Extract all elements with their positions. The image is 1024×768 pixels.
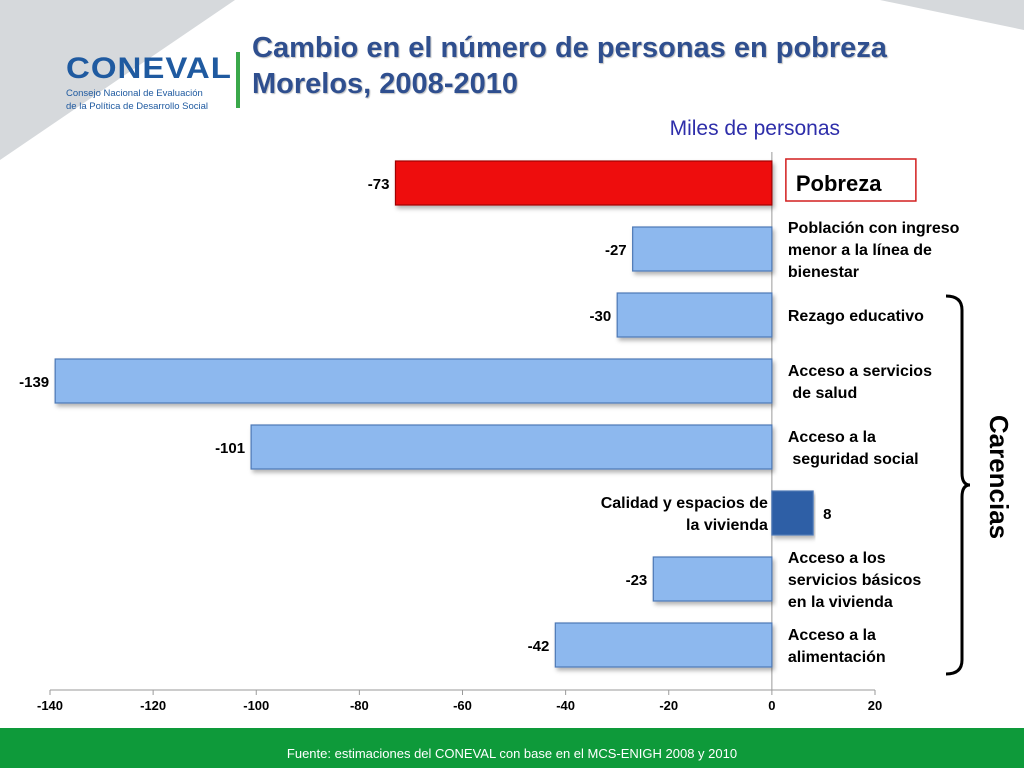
value-label-calidad-y-espacios-de-la-vivienda: 8	[823, 506, 831, 523]
category-label-rezago-educativo: Rezago educativo	[788, 308, 924, 325]
bar-poblacion-con-ingreso-menor-a-la-linea-de-bienestar	[632, 226, 773, 272]
highlight-label-box	[785, 158, 917, 202]
x-tick-label: -140	[37, 698, 63, 713]
bar-chart: -73 Pobreza -27 Población con ingreso menor …	[19, 152, 1014, 713]
bar-acceso-a-servicios-de-salud	[54, 358, 773, 404]
carencias-bracket	[945, 294, 971, 676]
bar-acceso-a-la-alimentacion	[554, 622, 773, 668]
value-label-acceso-a-la-alimentacion: -42	[528, 638, 550, 655]
category-label-acceso-a-los-servicios-basicos-en-la-vivienda: Acceso a los servicios básicos en la vivie…	[788, 550, 922, 611]
category-label-acceso-a-la-seguridad-social: Acceso a la seguridad social	[788, 429, 919, 468]
footer-source: Fuente: estimaciones del CONEVAL con bas…	[286, 746, 738, 761]
page-title: Cambio en el número de personas en pobre…	[252, 30, 887, 102]
category-label-calidad-y-espacios-de-la-vivienda: Calidad y espacios de la vivienda	[601, 495, 768, 534]
logo-subtitle-line2: de la Política de Desarrollo Social	[66, 101, 209, 112]
logo-divider	[236, 52, 240, 108]
coneval-logo: CONEVAL Consejo Nacional de Evaluación d…	[66, 50, 231, 112]
x-tick-label: -40	[556, 698, 575, 713]
value-label-rezago-educativo: -30	[590, 308, 612, 325]
category-label-acceso-a-la-alimentacion: Acceso a la alimentación	[788, 627, 886, 666]
title-line-1: Cambio en el número de personas en pobre…	[252, 32, 887, 64]
x-tick-label: 0	[768, 698, 775, 713]
bar-acceso-a-los-servicios-basicos-en-la-vivienda	[652, 556, 773, 602]
chart-subtitle: Miles de personas	[669, 117, 840, 140]
category-label-poblacion-con-ingreso-menor-a-la-linea-de-bienestar: Población con ingreso menor a la línea de…	[788, 220, 960, 281]
bar-acceso-a-la-seguridad-social	[250, 424, 773, 470]
bar-calidad-y-espacios-de-la-vivienda	[771, 490, 814, 536]
logo-subtitle-line1: Consejo Nacional de Evaluación	[66, 88, 203, 99]
carencias-label: Carencias	[984, 415, 1014, 539]
x-tick-label: 20	[868, 698, 882, 713]
x-tick-label: -20	[659, 698, 678, 713]
value-label-acceso-a-la-seguridad-social: -101	[215, 440, 245, 457]
corner-shape-top-left	[0, 0, 235, 160]
title-line-2: Morelos, 2008-2010	[252, 68, 518, 100]
value-label-acceso-a-servicios-de-salud: -139	[19, 374, 49, 391]
value-label-pobreza: -73	[368, 176, 390, 193]
footer-bar	[0, 728, 1024, 768]
category-label-acceso-a-servicios-de-salud: Acceso a servicios de salud	[788, 363, 932, 402]
logo-wordmark: CONEVAL	[66, 50, 232, 85]
bar-rezago-educativo	[616, 292, 773, 338]
x-tick-label: -80	[350, 698, 369, 713]
bar-pobreza	[394, 160, 773, 206]
category-label-pobreza: Pobreza	[796, 171, 882, 196]
x-tick-label: -60	[453, 698, 472, 713]
x-tick-label: -100	[243, 698, 269, 713]
value-label-acceso-a-los-servicios-basicos-en-la-vivienda: -23	[626, 572, 648, 589]
corner-shape-top-right	[880, 0, 1024, 30]
x-tick-label: -120	[140, 698, 166, 713]
value-label-poblacion-con-ingreso-menor-a-la-linea-de-bienestar: -27	[605, 242, 627, 259]
